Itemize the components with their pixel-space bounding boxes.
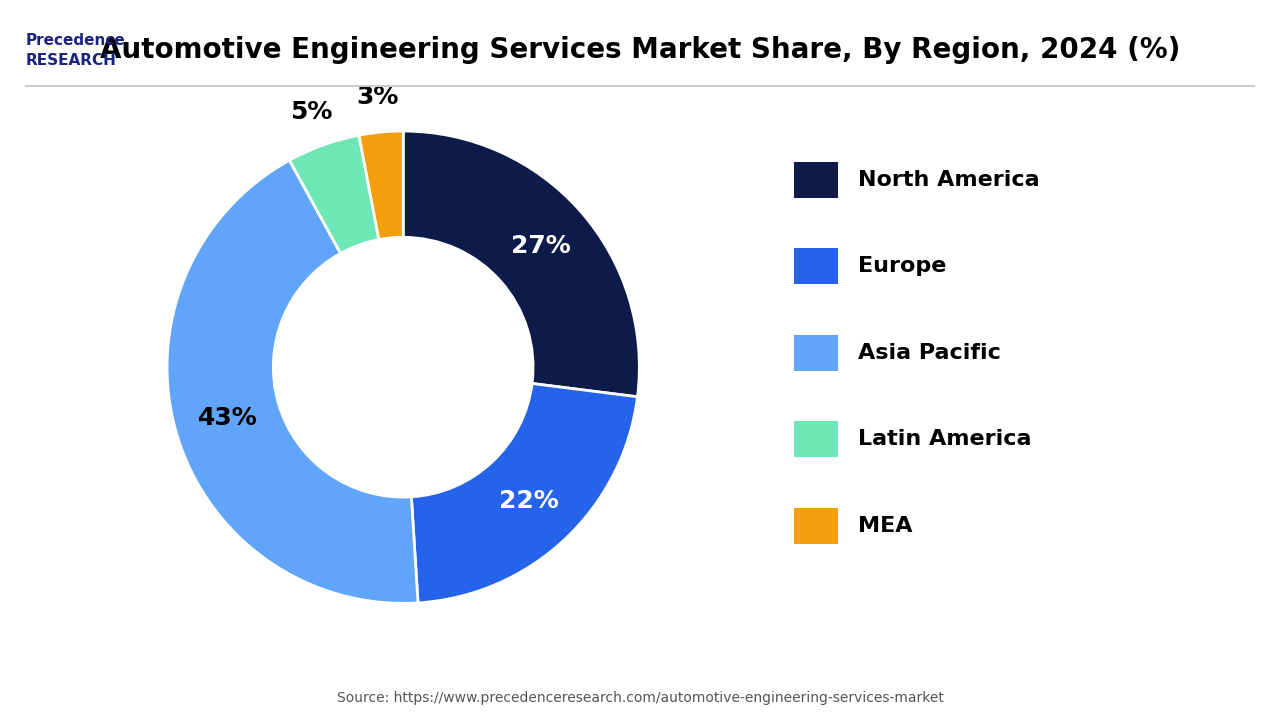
Wedge shape [411,384,637,603]
Text: Precedence
RESEARCH: Precedence RESEARCH [26,33,125,68]
Text: 5%: 5% [291,99,333,124]
Text: Europe: Europe [858,256,946,276]
Wedge shape [168,161,419,603]
Text: 27%: 27% [511,234,571,258]
Text: Asia Pacific: Asia Pacific [858,343,1001,363]
Wedge shape [403,131,639,397]
Wedge shape [358,131,403,240]
Text: MEA: MEA [858,516,913,536]
Text: Source: https://www.precedenceresearch.com/automotive-engineering-services-marke: Source: https://www.precedenceresearch.c… [337,691,943,706]
Wedge shape [289,135,379,253]
Text: Latin America: Latin America [858,429,1032,449]
Text: Automotive Engineering Services Market Share, By Region, 2024 (%): Automotive Engineering Services Market S… [100,37,1180,64]
Text: 22%: 22% [499,489,558,513]
Text: 3%: 3% [356,85,399,109]
Text: 43%: 43% [197,406,257,431]
Text: North America: North America [858,170,1039,190]
